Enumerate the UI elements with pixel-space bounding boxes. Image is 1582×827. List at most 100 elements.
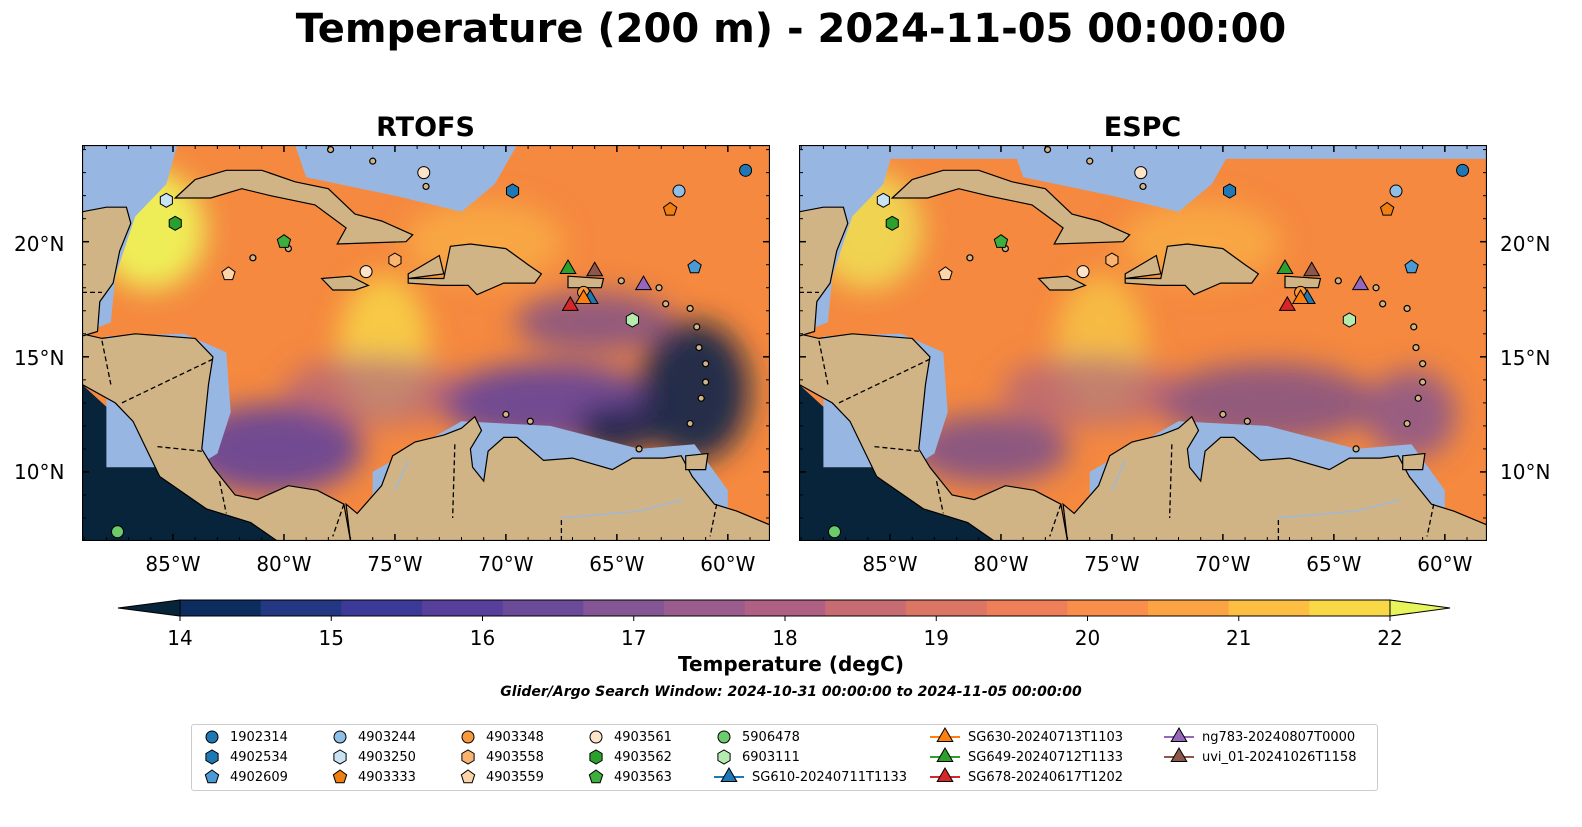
legend-entry: 4903561 xyxy=(586,727,672,747)
cool-east xyxy=(1366,369,1457,460)
cool-ne xyxy=(514,292,675,353)
rtofs-map[interactable] xyxy=(82,145,770,541)
legend-label: SG630-20240713T1103 xyxy=(968,729,1124,745)
legend-triangle-icon[interactable] xyxy=(720,767,738,782)
platform-4903561b[interactable] xyxy=(1076,265,1090,279)
platform-4903333[interactable] xyxy=(662,201,678,216)
legend-circle-icon[interactable] xyxy=(205,730,219,744)
platform-4903559[interactable] xyxy=(221,266,236,281)
platform-6903111[interactable] xyxy=(625,312,639,328)
colorbar-segment xyxy=(1309,600,1391,616)
lat-label-10n-right: 10°N xyxy=(1500,460,1551,484)
colorbar-tick-label: 21 xyxy=(1226,626,1252,650)
platform-6903111[interactable] xyxy=(1342,312,1356,328)
platform-4903561[interactable] xyxy=(1134,166,1148,180)
platform-uvi_01-20241026T1158[interactable] xyxy=(586,261,604,277)
legend-entry: 6903111 xyxy=(714,747,800,767)
platform-4903250[interactable] xyxy=(159,192,173,208)
country-border xyxy=(838,358,931,404)
colorbar-segment xyxy=(986,600,1068,616)
lon-label: 65°W xyxy=(1306,552,1362,576)
search-window-text: Glider/Argo Search Window: 2024-10-31 00… xyxy=(500,684,1082,700)
platform-5906478[interactable] xyxy=(111,525,125,539)
platform-4903244[interactable] xyxy=(672,184,686,198)
legend-hexagon-icon[interactable] xyxy=(333,749,347,765)
legend-marker-icon xyxy=(461,730,475,744)
legend-triangle-icon[interactable] xyxy=(936,747,954,762)
platform-SG678-20240617T1202[interactable] xyxy=(1278,295,1296,311)
platform-uvi_01-20241026T1158[interactable] xyxy=(1303,261,1321,277)
platform-4903562[interactable] xyxy=(885,215,899,231)
platform-SG630-20240713T1103[interactable] xyxy=(574,289,593,304)
legend-triangle-icon[interactable] xyxy=(1170,727,1188,742)
trinidad-land xyxy=(685,452,709,471)
platform-SG678-20240617T1202[interactable] xyxy=(561,295,579,311)
legend-marker-icon xyxy=(1164,747,1194,762)
platform-4902534[interactable] xyxy=(1223,183,1237,199)
platform-4903250[interactable] xyxy=(876,192,890,208)
platform-1902314[interactable] xyxy=(739,163,753,177)
legend-entry: 4902534 xyxy=(202,747,288,767)
legend-pentagon-icon[interactable] xyxy=(332,769,348,784)
legend-pentagon-icon[interactable] xyxy=(460,769,476,784)
legend-circle-icon[interactable] xyxy=(717,730,731,744)
platform-4903563[interactable] xyxy=(276,234,292,248)
legend-label: 4903561 xyxy=(614,729,672,745)
legend-entry: 4903348 xyxy=(458,727,544,747)
platform-4902609[interactable] xyxy=(1404,259,1419,274)
legend-triangle-icon[interactable] xyxy=(936,727,954,742)
legend-hexagon-icon[interactable] xyxy=(461,749,475,765)
platform-4903559[interactable] xyxy=(938,266,953,281)
legend-label: SG649-20240712T1133 xyxy=(968,749,1124,765)
jamaica-land xyxy=(1037,275,1087,291)
platform-4903244[interactable] xyxy=(1389,184,1403,198)
legend-marker-icon xyxy=(588,769,604,784)
country-border xyxy=(332,503,345,537)
small-island xyxy=(1139,182,1147,191)
platform-1902314[interactable] xyxy=(1456,163,1470,177)
country-border xyxy=(1049,503,1062,537)
colorbar-tick-label: 17 xyxy=(621,626,647,650)
platform-4903558[interactable] xyxy=(1105,252,1119,268)
legend-entry: 4903250 xyxy=(330,747,416,767)
platform-4902609[interactable] xyxy=(687,259,702,274)
colorbar-segment xyxy=(1148,600,1230,616)
legend-label: SG610-20240711T1133 xyxy=(752,769,908,785)
platform-4903561[interactable] xyxy=(417,166,431,180)
small-island xyxy=(369,157,377,165)
platform-ng783-20240807T0000[interactable] xyxy=(1351,275,1370,291)
legend-triangle-icon[interactable] xyxy=(936,767,954,782)
platform-4903333[interactable] xyxy=(1379,201,1395,216)
legend-hexagon-icon[interactable] xyxy=(589,749,603,765)
small-island xyxy=(966,254,974,262)
legend-pentagon-icon[interactable] xyxy=(204,769,220,784)
small-island xyxy=(686,419,694,428)
country-border xyxy=(709,504,718,537)
legend-circle-icon[interactable] xyxy=(589,730,603,744)
platform-SG649-20240712T1133[interactable] xyxy=(559,259,577,274)
platform-4903561b[interactable] xyxy=(359,265,373,279)
platform-SG649-20240712T1133[interactable] xyxy=(1276,259,1294,274)
legend-entry: 4902609 xyxy=(202,767,288,787)
platform-4903558[interactable] xyxy=(388,252,402,268)
legend-hexagon-icon[interactable] xyxy=(205,749,219,765)
small-island xyxy=(1379,300,1387,308)
platform-4903563[interactable] xyxy=(993,234,1009,248)
platform-4902534[interactable] xyxy=(506,183,520,199)
cool-mid xyxy=(999,356,1180,427)
legend-pentagon-icon[interactable] xyxy=(588,769,604,784)
legend-marker-icon xyxy=(205,749,219,765)
small-island xyxy=(326,146,335,154)
legend-circle-icon[interactable] xyxy=(333,730,347,744)
legend-triangle-icon[interactable] xyxy=(1170,747,1188,762)
legend-circle-icon[interactable] xyxy=(461,730,475,744)
espc-map[interactable] xyxy=(799,145,1487,541)
platform-SG630-20240713T1103[interactable] xyxy=(1291,289,1310,304)
platform-ng783-20240807T0000[interactable] xyxy=(634,275,653,291)
colorbar-segment xyxy=(1067,600,1149,616)
platform-5906478[interactable] xyxy=(828,525,842,539)
legend-hexagon-icon[interactable] xyxy=(717,749,731,765)
platform-4903562[interactable] xyxy=(168,215,182,231)
legend-entry: SG630-20240713T1103 xyxy=(930,727,1123,747)
legend-entry: 4903559 xyxy=(458,767,544,787)
